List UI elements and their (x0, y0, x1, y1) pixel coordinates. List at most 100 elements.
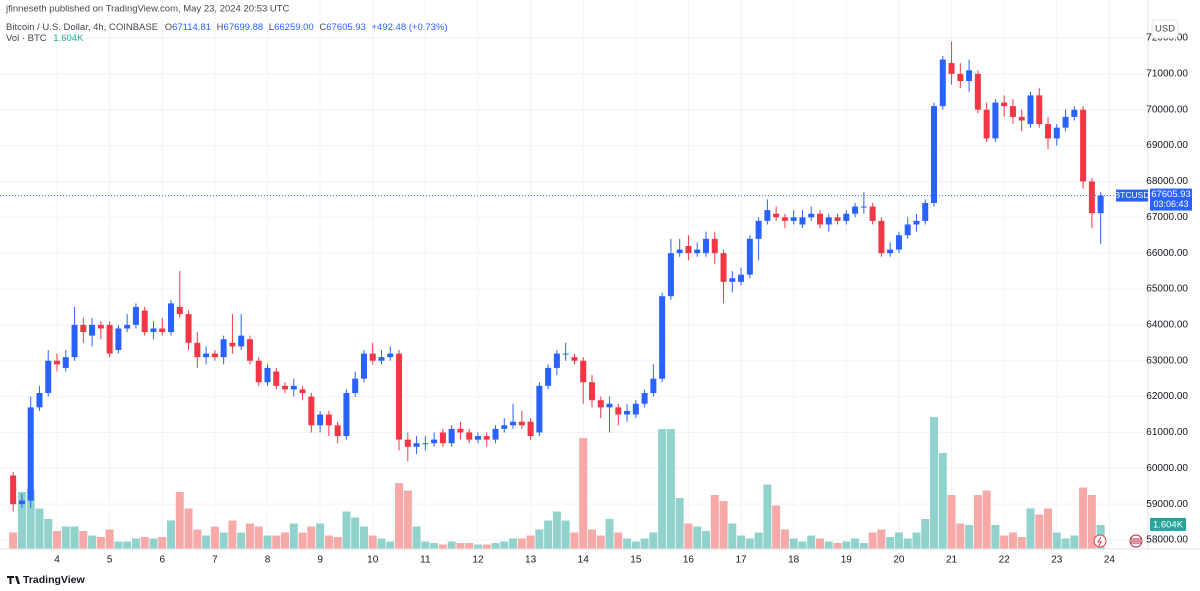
x-tick-label: 14 (578, 555, 590, 566)
candle-body (106, 324, 113, 354)
candle-body (396, 353, 403, 440)
x-tick-label: 22 (999, 555, 1011, 566)
volume-bar (263, 535, 272, 549)
volume-bar (930, 417, 939, 549)
volume-bar (710, 495, 719, 549)
candle-body (203, 353, 210, 358)
volume-bar (149, 538, 158, 549)
candle-body (931, 106, 938, 203)
candle-body (527, 421, 534, 437)
candle-body (413, 443, 420, 447)
candle-body (948, 63, 955, 74)
candle-body (1088, 181, 1095, 214)
volume-bar (35, 508, 44, 549)
x-tick-label: 8 (265, 555, 271, 566)
volume-bar (666, 429, 675, 549)
x-tick-label: 17 (736, 555, 748, 566)
x-tick-label: 15 (630, 555, 642, 566)
candle-body (957, 73, 964, 82)
volume-bar (1061, 538, 1070, 549)
volume-bar (1044, 508, 1053, 549)
candle-body (624, 410, 631, 415)
y-tick-label: 63000.00 (1146, 355, 1188, 366)
volume-bar (737, 535, 746, 549)
y-tick-label: 61000.00 (1146, 427, 1188, 438)
event-icon[interactable] (1093, 534, 1107, 548)
candle-body (869, 206, 876, 221)
candle-body (974, 73, 981, 110)
volume-bar (131, 538, 140, 549)
volume-bar (351, 517, 360, 549)
volume-bar (228, 520, 237, 549)
volume-bar (491, 543, 500, 549)
candle-body (448, 428, 455, 444)
h-value: 67699.88 (224, 22, 264, 33)
candle-body (860, 206, 867, 208)
candle-body (308, 396, 315, 426)
volume-bar (430, 543, 439, 549)
candle-body (220, 339, 227, 358)
x-tick-label: 6 (159, 555, 165, 566)
candle-body (62, 357, 69, 368)
candle-body (343, 393, 350, 437)
legend-volume: Vol · BTC 1.604K (6, 33, 84, 44)
y-tick-label: 64000.00 (1146, 320, 1188, 331)
x-tick-label: 5 (107, 555, 113, 566)
x-tick-label: 16 (683, 555, 695, 566)
volume-bar (500, 541, 509, 549)
candle-body (71, 324, 78, 358)
volume-bar (701, 531, 710, 549)
currency[interactable]: USD (1155, 24, 1175, 35)
candle-body (711, 238, 718, 254)
event-bolt (1097, 536, 1102, 547)
volume-bar (1070, 535, 1079, 549)
candle-body (255, 360, 262, 383)
candle-body (887, 249, 894, 254)
volume-bar (184, 508, 193, 549)
candle-body (983, 109, 990, 139)
candle-body (317, 414, 324, 426)
symbol: Bitcoin / U.S. Dollar, 4h, COINBASE (6, 22, 158, 33)
x-tick-label: 21 (946, 555, 958, 566)
candle-body (273, 371, 280, 386)
volume-bar (982, 490, 991, 549)
volume-bar (219, 532, 228, 549)
candle-body (922, 202, 929, 221)
volume-bar (816, 538, 824, 549)
volume-bar (1026, 508, 1035, 549)
y-tick-label: 68000.00 (1146, 176, 1188, 187)
candle-body (536, 385, 543, 433)
volume-bar (552, 511, 561, 549)
volume-bar (61, 526, 70, 549)
candle-body (571, 357, 578, 361)
c-key: C (319, 22, 326, 33)
candle-body (580, 360, 587, 383)
volume-bar (245, 523, 254, 549)
volume-bar (684, 523, 693, 549)
y-tick-label: 60000.00 (1146, 463, 1188, 474)
volume-bar (289, 523, 298, 549)
volume-title: Vol · BTC (6, 33, 47, 44)
volume-bar (842, 541, 851, 549)
volume-bar (956, 523, 965, 549)
bottom-icons (1093, 534, 1143, 548)
candle-body (764, 210, 771, 221)
symbol-badge (1116, 189, 1148, 202)
y-tick-label: 69000.00 (1146, 140, 1188, 151)
candle-body (702, 238, 709, 254)
volume-bar (728, 523, 737, 549)
currency-box[interactable] (1151, 19, 1179, 39)
volume-bar (1079, 487, 1088, 549)
candle-body (632, 403, 639, 415)
candle-body (606, 403, 613, 408)
candle-body (141, 310, 148, 333)
candle-body (939, 59, 946, 107)
volume-bar (1000, 535, 1009, 549)
candle-body (913, 220, 920, 225)
volume-bar (438, 544, 447, 549)
candle-body (483, 436, 490, 440)
candle-body (290, 385, 297, 390)
candle-body (966, 70, 973, 82)
volume-bar (333, 537, 342, 549)
volume-bar (254, 526, 263, 549)
